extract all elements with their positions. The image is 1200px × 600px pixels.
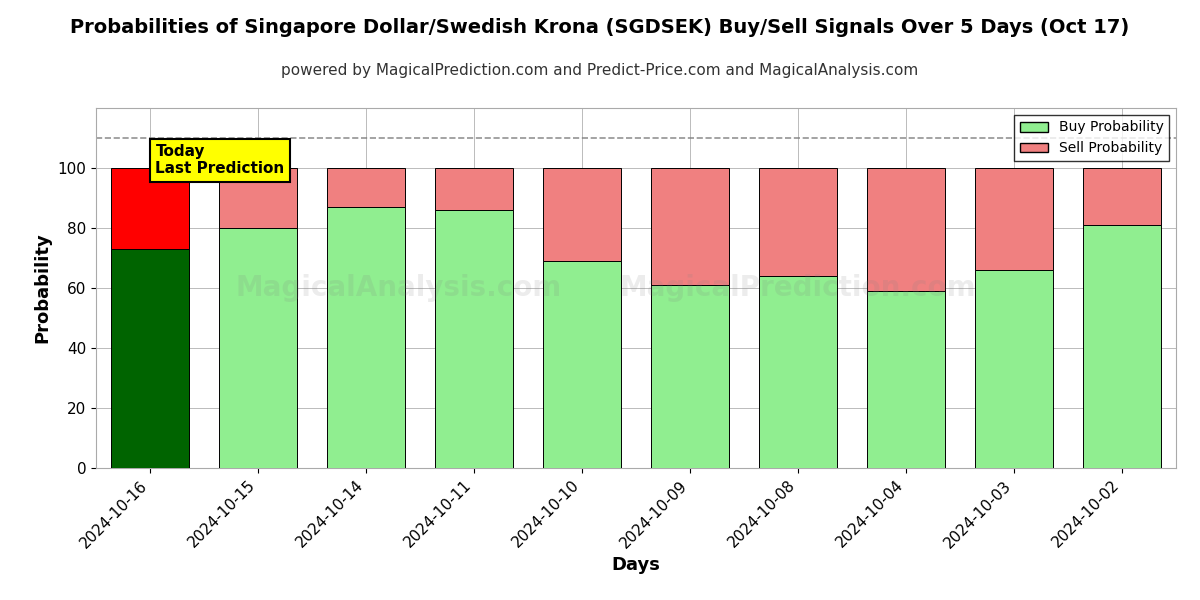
Text: powered by MagicalPrediction.com and Predict-Price.com and MagicalAnalysis.com: powered by MagicalPrediction.com and Pre…	[281, 63, 919, 78]
Bar	[112, 168, 188, 249]
Bar	[976, 168, 1052, 270]
Text: MagicalPrediction.com: MagicalPrediction.com	[619, 274, 977, 302]
Text: Today
Last Prediction: Today Last Prediction	[156, 144, 284, 176]
Text: Probabilities of Singapore Dollar/Swedish Krona (SGDSEK) Buy/Sell Signals Over 5: Probabilities of Singapore Dollar/Swedis…	[71, 18, 1129, 37]
Bar	[868, 291, 944, 468]
Legend: Buy Probability, Sell Probability: Buy Probability, Sell Probability	[1014, 115, 1169, 161]
Bar	[652, 168, 728, 285]
Bar	[436, 210, 512, 468]
Bar	[868, 168, 944, 291]
X-axis label: Days: Days	[612, 556, 660, 574]
Bar	[760, 168, 836, 276]
Bar	[544, 261, 620, 468]
Bar	[1084, 168, 1160, 225]
Text: MagicalAnalysis.com: MagicalAnalysis.com	[235, 274, 562, 302]
Bar	[328, 168, 404, 207]
Bar	[652, 285, 728, 468]
Y-axis label: Probability: Probability	[34, 233, 52, 343]
Bar	[436, 168, 512, 210]
Bar	[220, 228, 296, 468]
Bar	[328, 207, 404, 468]
Bar	[112, 249, 188, 468]
Bar	[220, 168, 296, 228]
Bar	[760, 276, 836, 468]
Bar	[976, 270, 1052, 468]
Bar	[1084, 225, 1160, 468]
Bar	[544, 168, 620, 261]
